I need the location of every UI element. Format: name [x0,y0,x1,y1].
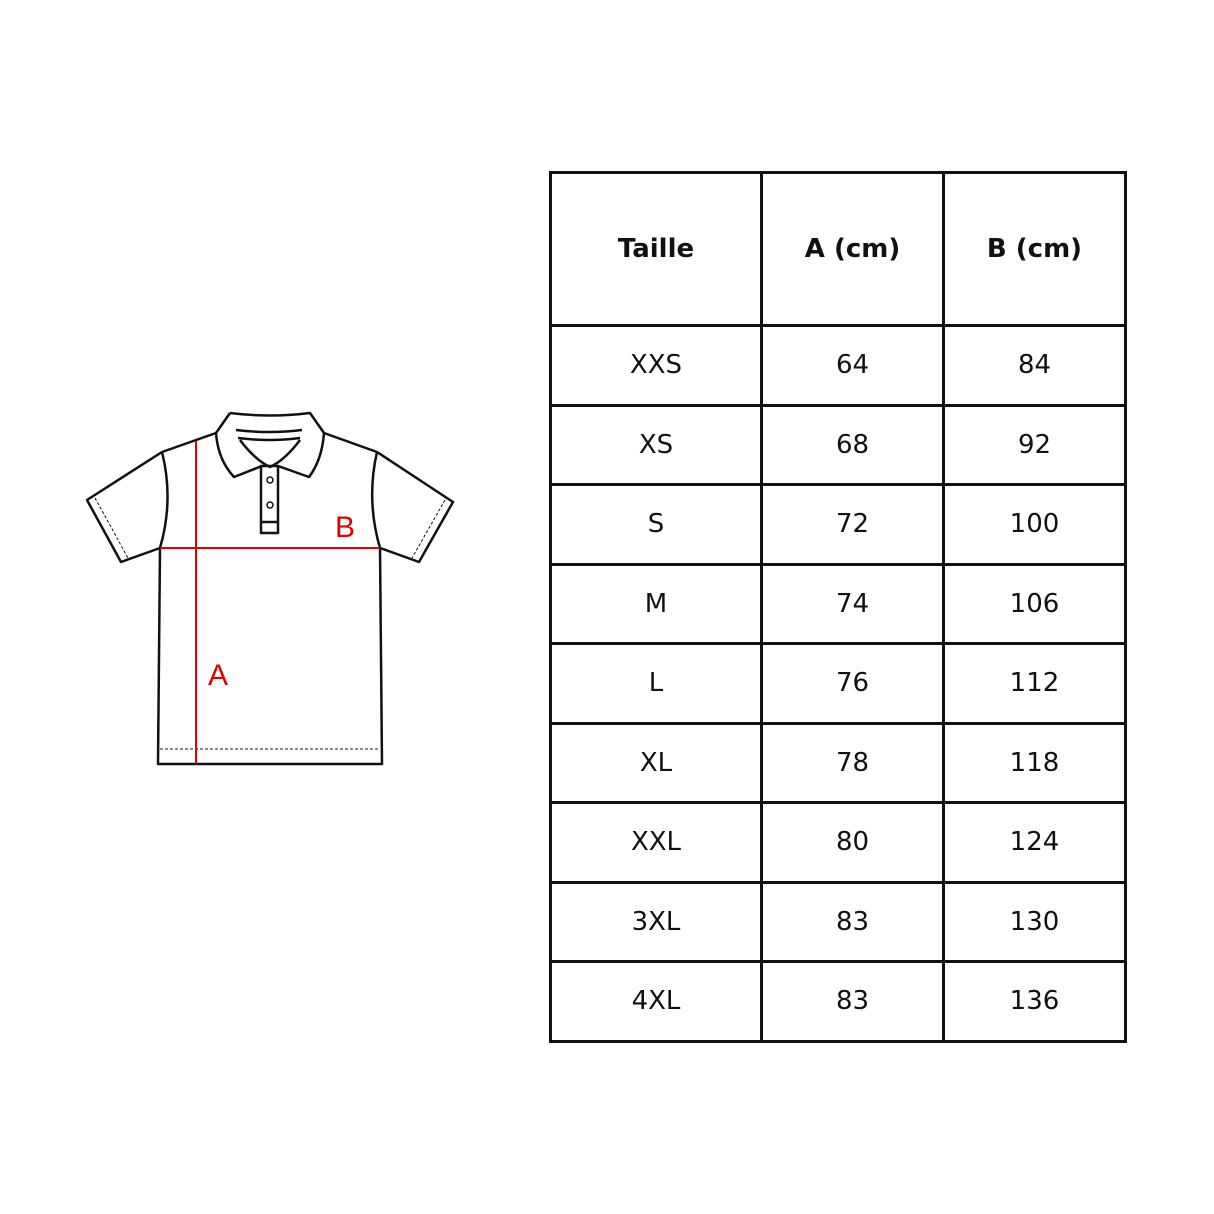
label-b: B [335,511,355,544]
a-cell: 72 [760,483,945,566]
shirt-body-outline [156,431,384,766]
table-row: XS 68 92 [549,403,1127,486]
table-row: L 76 112 [549,642,1127,725]
header-row: Taille A (cm) B (cm) [549,171,1127,327]
size-cell: XS [549,403,763,486]
a-cell: 68 [760,403,945,486]
b-cell: 92 [942,403,1127,486]
label-a: A [208,659,228,692]
size-cell: XL [549,721,763,804]
size-cell: XXS [549,324,763,407]
table-row: S 72 100 [549,483,1127,566]
a-cell: 78 [760,721,945,804]
b-cell: 106 [942,562,1127,645]
a-cell: 74 [760,562,945,645]
size-cell: M [549,562,763,645]
a-cell: 80 [760,801,945,884]
table-row: 4XL 83 136 [549,960,1127,1043]
a-cell: 76 [760,642,945,725]
size-cell: S [549,483,763,566]
placket [259,464,280,535]
collar [214,411,326,479]
table-row: 3XL 83 130 [549,880,1127,963]
a-cell: 83 [760,960,945,1043]
b-cell: 130 [942,880,1127,963]
neckline [235,428,303,469]
left-sleeve [85,450,169,564]
a-cell: 83 [760,880,945,963]
size-cell: 4XL [549,960,763,1043]
header-b: B (cm) [942,171,1127,327]
b-cell: 136 [942,960,1127,1043]
b-cell: 100 [942,483,1127,566]
button [266,501,274,509]
right-sleeve [370,450,455,564]
table-row: XL 78 118 [549,721,1127,804]
size-cell: 3XL [549,880,763,963]
b-cell: 84 [942,324,1127,407]
table-row: XXL 80 124 [549,801,1127,884]
b-cell: 112 [942,642,1127,725]
size-cell: XXL [549,801,763,884]
b-cell: 124 [942,801,1127,884]
button [266,476,274,484]
size-cell: L [549,642,763,725]
header-a: A (cm) [760,171,945,327]
b-cell: 118 [942,721,1127,804]
header-size: Taille [549,171,763,327]
a-cell: 64 [760,324,945,407]
table-row: M 74 106 [549,562,1127,645]
table-row: XXS 64 84 [549,324,1127,407]
size-table: Taille A (cm) B (cm) XXS 64 84 XS 68 92 S 72 100… [549,171,1127,1043]
